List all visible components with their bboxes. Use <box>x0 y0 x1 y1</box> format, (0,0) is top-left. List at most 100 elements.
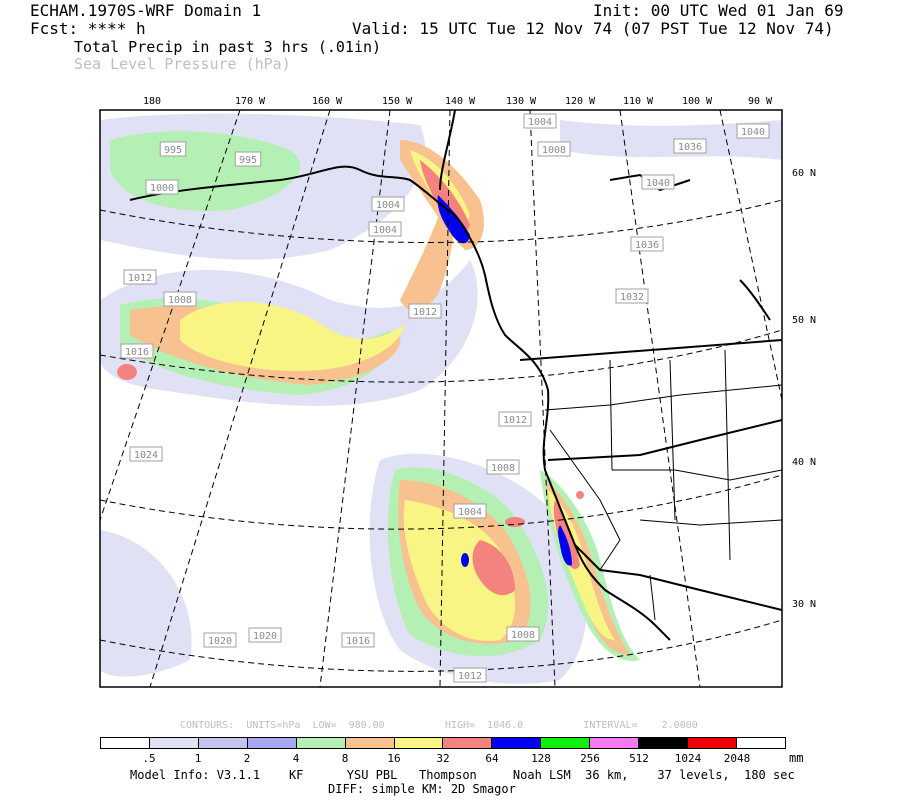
pressure-label: 1004 <box>376 200 400 211</box>
pressure-label-box <box>506 626 540 642</box>
lat-label: 40 N <box>792 457 816 468</box>
legend-swatch <box>149 738 199 748</box>
legend-swatch <box>688 738 737 748</box>
pressure-label: 1012 <box>128 273 152 284</box>
lat-label: 50 N <box>792 315 816 326</box>
legend-swatch <box>296 738 346 748</box>
lon-label: 180 <box>143 96 161 107</box>
pressure-label: 1024 <box>134 450 158 461</box>
pressure-label: 1040 <box>646 178 670 189</box>
pressure-label: 1020 <box>208 636 232 647</box>
state-borders <box>544 349 782 621</box>
field-primary-title: Total Precip in past 3 hrs (.01in) <box>74 38 382 56</box>
legend-label: 32 <box>436 752 450 765</box>
pressure-label-box <box>129 446 163 462</box>
lon-label: 150 W <box>382 96 413 107</box>
pressure-label: 1032 <box>620 292 644 303</box>
valid-time: Valid: 15 UTC Tue 12 Nov 74 (07 PST Tue … <box>352 19 834 38</box>
legend-label: 4 <box>292 752 300 765</box>
pressure-contour-labels: 1004100810361040103610329959951000100010… <box>120 113 770 683</box>
contour-info: CONTOURS: UNITS=hPa LOW= 980.00 HIGH= 10… <box>180 720 698 731</box>
legend-label: 512 <box>629 752 649 765</box>
legend-swatch <box>198 738 248 748</box>
pressure-label: 995 <box>239 155 257 166</box>
legend-swatch <box>639 738 689 748</box>
lon-label: 160 W <box>312 96 343 107</box>
precip-color-legend <box>100 737 786 749</box>
pressure-label-box <box>641 174 675 190</box>
legend-swatch <box>101 738 150 748</box>
pressure-label: 1008 <box>511 630 535 641</box>
pressure-label: 1016 <box>125 347 149 358</box>
pressure-label-box <box>371 196 405 212</box>
pressure-label-box <box>163 291 197 307</box>
pressure-label: 1008 <box>168 295 192 306</box>
lon-label: 140 W <box>445 96 476 107</box>
pressure-label-box <box>537 141 571 157</box>
pressure-label: 1012 <box>503 415 527 426</box>
pressure-label-box <box>123 269 157 285</box>
forecast-hour: Fcst: **** h <box>30 19 146 38</box>
pressure-label: 995 <box>164 145 182 156</box>
legend-swatch <box>345 738 395 748</box>
pressure-label-box <box>368 221 402 237</box>
legend-swatch <box>443 738 493 748</box>
model-info-line2: DIFF: simple KM: 2D Smagor <box>328 782 516 796</box>
latitude-labels: 60 N 50 N 40 N 30 N <box>792 168 816 610</box>
pressure-label: 1008 <box>491 463 515 474</box>
pressure-label-box <box>615 288 649 304</box>
pressure-label-box <box>248 627 282 643</box>
legend-swatch <box>394 738 444 748</box>
pressure-label-box <box>523 113 557 129</box>
lat-label: 30 N <box>792 599 816 610</box>
pressure-label-box <box>453 503 487 519</box>
lon-label: 110 W <box>623 96 654 107</box>
pressure-label-box <box>145 179 179 195</box>
legend-swatch <box>590 738 640 748</box>
pressure-label-box <box>736 123 770 139</box>
pressure-label-box <box>234 151 262 167</box>
pressure-label: 1004 <box>373 225 397 236</box>
lon-label: 100 W <box>682 96 713 107</box>
pressure-label-box <box>159 141 187 157</box>
pressure-label: 1012 <box>458 671 482 682</box>
pressure-label-box <box>203 632 237 648</box>
pressure-label: 1008 <box>542 145 566 156</box>
legend-label: 1 <box>194 752 202 765</box>
pressure-label: 1000 <box>150 183 174 194</box>
pressure-label: 1012 <box>413 307 437 318</box>
pressure-label: 1036 <box>678 142 702 153</box>
pressure-label: 1040 <box>741 127 765 138</box>
lon-label: 130 W <box>506 96 537 107</box>
legend-label: 128 <box>531 752 551 765</box>
pressure-label: 1016 <box>346 636 370 647</box>
coastlines <box>129 110 782 641</box>
legend-label: 1024 <box>674 752 702 765</box>
longitude-labels: 180 170 W 160 W 150 W 140 W 130 W 120 W … <box>143 96 773 107</box>
pressure-label: 1004 <box>528 117 552 128</box>
legend-swatch <box>541 738 591 748</box>
field-secondary-title: Sea Level Pressure (hPa) <box>74 55 291 73</box>
lat-label: 60 N <box>792 168 816 179</box>
lon-label: 120 W <box>565 96 596 107</box>
pressure-label-box <box>453 667 487 683</box>
pressure-label-box <box>630 236 664 252</box>
pressure-label-box <box>408 303 442 319</box>
legend-unit: mm <box>789 751 804 765</box>
pressure-label-box <box>486 459 520 475</box>
legend-label: 256 <box>580 752 600 765</box>
legend-label: 64 <box>485 752 499 765</box>
map-frame <box>99 109 783 688</box>
legend-label: 8 <box>341 752 349 765</box>
pressure-label: 1036 <box>635 240 659 251</box>
pressure-label-box <box>673 138 707 154</box>
legend-swatch <box>736 738 785 748</box>
init-time: Init: 00 UTC Wed 01 Jan 69 <box>593 1 844 20</box>
legend-label: .5 <box>142 752 156 765</box>
lon-label: 170 W <box>235 96 266 107</box>
graticule <box>100 110 782 687</box>
pressure-label-box <box>341 632 375 648</box>
pressure-label: 1004 <box>458 507 482 518</box>
model-title: ECHAM.1970S-WRF Domain 1 <box>30 1 262 20</box>
